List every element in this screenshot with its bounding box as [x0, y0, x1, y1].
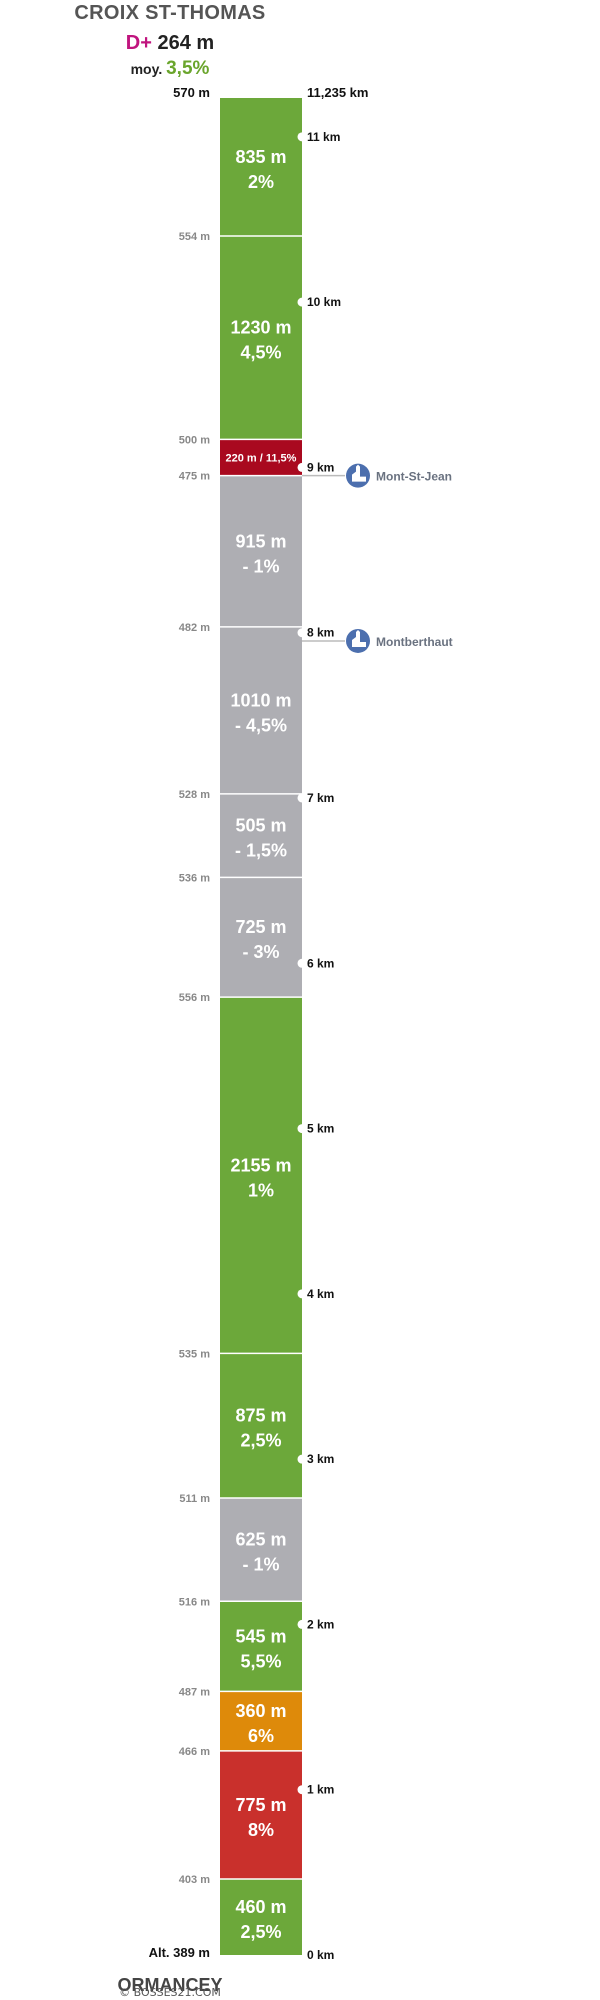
average-grade-label: moy.	[130, 61, 163, 77]
top-km-label: 11,235 km	[307, 85, 368, 100]
km-marker-label: 7 km	[307, 791, 334, 805]
km-marker-dot	[297, 1785, 307, 1795]
altitude-label: 554 m	[179, 231, 210, 243]
total-climb: D+ 264 m	[0, 32, 340, 55]
town-label: Montberthaut	[376, 635, 453, 649]
km-marker-dot	[297, 793, 307, 803]
segment-length: 545 m	[235, 1626, 286, 1646]
km-marker-dot	[297, 132, 307, 142]
profile-segment	[220, 475, 302, 627]
profile-segment	[220, 439, 302, 476]
average-grade-value: 3,5%	[166, 58, 210, 79]
profile-segment	[220, 877, 302, 998]
profile-segment	[220, 1497, 302, 1602]
profile-segment	[220, 1691, 302, 1751]
km-marker-label: 10 km	[307, 295, 341, 309]
segment-grade: 6%	[248, 1726, 274, 1746]
segment-grade: - 1%	[242, 1555, 279, 1575]
km-marker-dot	[297, 628, 307, 638]
km-marker-label: 1 km	[307, 1783, 334, 1797]
segment-length: 775 m	[235, 1795, 286, 1815]
km-marker-label: 9 km	[307, 460, 334, 474]
km-marker-label: 3 km	[307, 1452, 334, 1466]
profile-segment	[220, 1353, 302, 1498]
start-altitude-label: Alt. 389 m	[149, 1945, 210, 1960]
km-marker-label: 6 km	[307, 956, 334, 970]
town-label: Mont-St-Jean	[376, 470, 452, 484]
altitude-label: 500 m	[179, 434, 210, 446]
altitude-label: 535 m	[179, 1348, 210, 1360]
km-marker-label: 8 km	[307, 626, 334, 640]
km-marker-dot	[297, 1454, 307, 1464]
church-glyph	[352, 464, 366, 482]
altitude-label: 556 m	[179, 992, 210, 1004]
top-altitude-label: 570 m	[173, 85, 210, 100]
segment-label: 220 m / 11,5%	[226, 452, 297, 464]
altitude-label: 528 m	[179, 789, 210, 801]
segment-grade: - 3%	[242, 942, 279, 962]
segment-grade: - 4,5%	[235, 715, 287, 735]
segment-grade: 1%	[248, 1180, 274, 1200]
profile-segment	[220, 1750, 302, 1879]
km-marker-label: 4 km	[307, 1287, 334, 1301]
start-town: ORMANCEY	[117, 1975, 223, 1995]
altitude-label: 482 m	[179, 622, 210, 634]
altitude-label: 516 m	[179, 1596, 210, 1608]
km-marker-label: 0 km	[307, 1948, 334, 1962]
altitude-label: 403 m	[179, 1874, 210, 1886]
segment-length: 875 m	[235, 1406, 286, 1426]
profile-segment	[220, 1878, 302, 1955]
segment-length: 505 m	[235, 816, 286, 836]
segment-grade: 2,5%	[240, 1431, 281, 1451]
segment-grade: 4,5%	[240, 343, 281, 363]
climb-name: CROIX ST-THOMAS	[74, 2, 266, 24]
segment-length: 460 m	[235, 1897, 286, 1917]
segment-length: 835 m	[235, 147, 286, 167]
segment-length: 1010 m	[230, 690, 291, 710]
profile-segment	[220, 98, 302, 237]
km-marker-dot	[297, 297, 307, 307]
average-grade: moy. 3,5%	[0, 58, 340, 80]
altitude-label: 466 m	[179, 1746, 210, 1758]
altitude-label: 511 m	[179, 1493, 210, 1505]
segment-grade: - 1,5%	[235, 841, 287, 861]
profile-segment	[220, 1601, 302, 1692]
km-marker-dot	[297, 1124, 307, 1134]
segment-length: 1230 m	[230, 318, 291, 338]
km-marker-label: 5 km	[307, 1122, 334, 1136]
segment-length: 915 m	[235, 531, 286, 551]
km-marker-dot	[297, 1289, 307, 1299]
segment-grade: - 1%	[242, 556, 279, 576]
profile-segment	[220, 626, 302, 794]
dplus-label: D+	[125, 32, 152, 54]
segment-grade: 2,5%	[240, 1922, 281, 1942]
km-marker-label: 11 km	[307, 130, 340, 144]
km-marker-label: 2 km	[307, 1617, 334, 1631]
segment-grade: 8%	[248, 1820, 274, 1840]
profile-segment	[220, 997, 302, 1354]
altitude-label: 475 m	[179, 471, 210, 483]
segment-grade: 5,5%	[240, 1651, 281, 1671]
km-marker-dot	[297, 462, 307, 472]
dplus-value: 264 m	[157, 32, 215, 54]
profile-segment	[220, 793, 302, 878]
segment-length: 725 m	[235, 917, 286, 937]
altitude-label: 536 m	[179, 872, 210, 884]
credit: © BOSSES21.COM	[119, 1986, 221, 1999]
segment-length: 2155 m	[230, 1155, 291, 1175]
segment-grade: 2%	[248, 172, 274, 192]
segment-length: 360 m	[235, 1701, 286, 1721]
segment-length: 625 m	[235, 1530, 286, 1550]
profile-segment	[220, 236, 302, 440]
km-marker-dot	[297, 958, 307, 968]
church-glyph	[352, 629, 366, 647]
altitude-label: 487 m	[179, 1686, 210, 1698]
km-marker-dot	[297, 1619, 307, 1629]
